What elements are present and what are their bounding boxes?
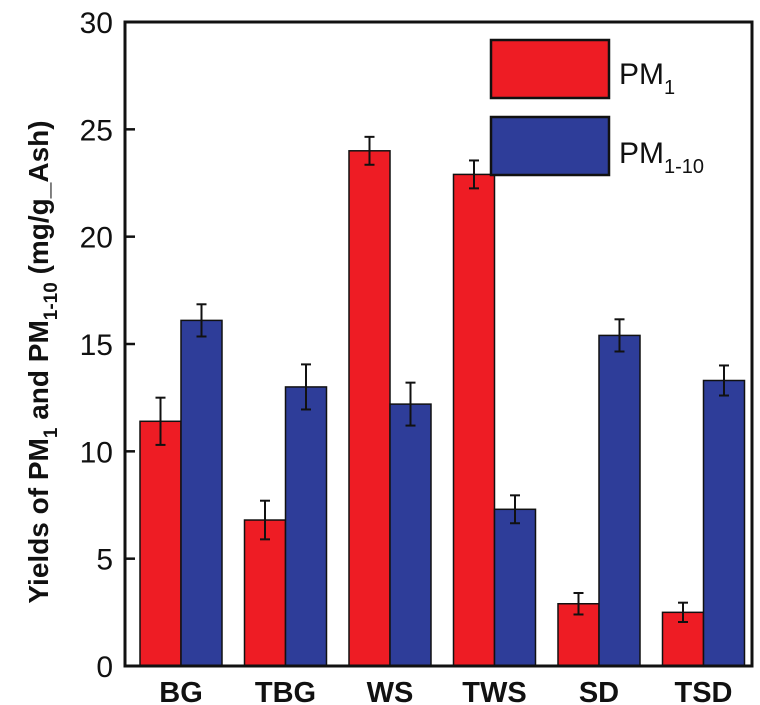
error-bar [573, 592, 584, 616]
error-bar [301, 363, 311, 411]
error-bar [719, 364, 729, 397]
error-bar [196, 303, 207, 338]
error-bar [155, 396, 166, 446]
error-bar [260, 499, 270, 541]
y-tick-label: 5 [96, 544, 113, 577]
bar-pm1-10-tws [493, 508, 537, 667]
y-tick-label: 0 [96, 651, 113, 684]
bar-pm1-10-bg [180, 319, 223, 667]
bar-pm1-ws [348, 150, 391, 667]
y-axis-ticks: 0 5 10 15 20 25 30 [80, 7, 135, 684]
legend-swatch-pm1-10 [489, 115, 611, 177]
legend-label-pm1: PM1 [619, 58, 675, 99]
x-category-label: BG [159, 677, 203, 705]
legend-label-pm1-10: PM1-10 [619, 137, 704, 178]
y-tick-label: 20 [80, 222, 113, 255]
y-axis-label: Yields of PM1 and PM1-10 (mg/g_Ash) [23, 120, 62, 603]
bar-pm1-10-tsd [702, 379, 746, 667]
error-bars-layer [155, 135, 729, 623]
bar-pm1-10-tbg [284, 386, 328, 667]
x-category-label: SD [579, 677, 619, 705]
bar-pm1-tws [452, 173, 496, 667]
bar-pm1-10-ws [389, 403, 432, 667]
bar-pm1-tbg [243, 519, 287, 667]
y-tick-label: 15 [80, 329, 113, 362]
bar-pm1-bg [139, 420, 182, 667]
error-bar [510, 494, 520, 525]
error-bar [678, 601, 688, 623]
error-bar [469, 159, 479, 190]
bars-layer [139, 150, 746, 667]
error-bar [364, 135, 375, 166]
y-tick-label: 10 [80, 436, 113, 469]
x-category-label: TBG [255, 677, 316, 705]
error-bar [405, 381, 416, 427]
x-category-label: WS [367, 677, 414, 705]
x-category-label: TWS [462, 677, 526, 705]
bar-pm1-10-sd [598, 334, 641, 667]
legend-swatch-pm1 [489, 38, 611, 100]
y-tick-label: 30 [80, 7, 113, 40]
y-tick-label: 25 [80, 114, 113, 147]
legend: PM1 PM1-10 [489, 38, 704, 178]
x-category-label: TSD [675, 677, 733, 705]
error-bar [614, 318, 625, 353]
x-axis-categories: BG TBG WS TWS SD TSD [159, 677, 732, 705]
